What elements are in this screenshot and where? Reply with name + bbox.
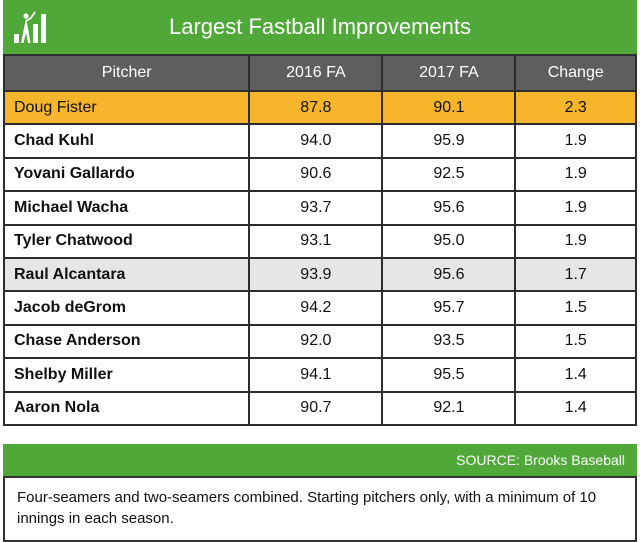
footnote-text: Four-seamers and two-seamers combined. S… bbox=[17, 489, 597, 527]
column-header-pitcher: Pitcher bbox=[2, 54, 251, 92]
header-row: Pitcher 2016 FA 2017 FA Change bbox=[2, 54, 637, 92]
pitcher-cell: Michael Wacha bbox=[2, 190, 251, 226]
fa-2017-cell: 95.7 bbox=[381, 290, 517, 326]
table-row: Chad Kuhl 94.0 95.9 1.9 bbox=[2, 123, 637, 159]
fa-2016-cell: 93.1 bbox=[248, 223, 384, 259]
fa-2017-cell: 95.9 bbox=[381, 123, 517, 159]
table-row: Raul Alcantara 93.9 95.6 1.7 bbox=[2, 256, 637, 293]
table-row: Tyler Chatwood 93.1 95.0 1.9 bbox=[2, 223, 637, 259]
change-cell: 2.3 bbox=[514, 89, 637, 126]
fa-2017-cell: 92.1 bbox=[381, 390, 517, 426]
table-row: Aaron Nola 90.7 92.1 1.4 bbox=[2, 390, 637, 426]
source-bar: SOURCE: Brooks Baseball bbox=[3, 444, 637, 476]
fa-2017-cell: 95.0 bbox=[381, 223, 517, 259]
change-cell: 1.5 bbox=[514, 290, 637, 326]
fa-2016-cell: 92.0 bbox=[248, 323, 384, 360]
fa-2016-cell: 94.1 bbox=[248, 357, 384, 393]
pitcher-cell: Chase Anderson bbox=[2, 323, 251, 360]
change-cell: 1.4 bbox=[514, 390, 637, 426]
column-header-2016-fa: 2016 FA bbox=[248, 54, 384, 92]
change-cell: 1.5 bbox=[514, 323, 637, 360]
table-row: Shelby Miller 94.1 95.5 1.4 bbox=[2, 357, 637, 393]
table-row: Michael Wacha 93.7 95.6 1.9 bbox=[2, 190, 637, 226]
fa-2017-cell: 93.5 bbox=[381, 323, 517, 360]
pitcher-cell: Doug Fister bbox=[2, 89, 251, 126]
table-row: Doug Fister 87.8 90.1 2.3 bbox=[2, 89, 637, 126]
fa-2017-cell: 95.5 bbox=[381, 357, 517, 393]
change-cell: 1.9 bbox=[514, 156, 637, 193]
fa-2017-cell: 95.6 bbox=[381, 190, 517, 226]
pitcher-cell: Chad Kuhl bbox=[2, 123, 251, 159]
fa-2016-cell: 87.8 bbox=[248, 89, 384, 126]
pitcher-cell: Raul Alcantara bbox=[2, 256, 251, 293]
change-cell: 1.9 bbox=[514, 123, 637, 159]
fa-2016-cell: 94.2 bbox=[248, 290, 384, 326]
change-cell: 1.7 bbox=[514, 256, 637, 293]
change-cell: 1.4 bbox=[514, 357, 637, 393]
batter-bar-chart-logo-icon bbox=[14, 11, 46, 43]
change-cell: 1.9 bbox=[514, 190, 637, 226]
fa-2016-cell: 90.7 bbox=[248, 390, 384, 426]
fa-2016-cell: 90.6 bbox=[248, 156, 384, 193]
fa-2016-cell: 93.7 bbox=[248, 190, 384, 226]
table-row: Chase Anderson 92.0 93.5 1.5 bbox=[2, 323, 637, 360]
pitcher-cell: Jacob deGrom bbox=[2, 290, 251, 326]
fa-2017-cell: 90.1 bbox=[381, 89, 517, 126]
table-row: Yovani Gallardo 90.6 92.5 1.9 bbox=[2, 156, 637, 193]
table-row: Jacob deGrom 94.2 95.7 1.5 bbox=[2, 290, 637, 326]
column-header-2017-fa: 2017 FA bbox=[381, 54, 517, 92]
column-header-change: Change bbox=[514, 54, 637, 92]
fastball-table: Pitcher 2016 FA 2017 FA Change Doug Fist… bbox=[2, 54, 637, 426]
fa-2017-cell: 92.5 bbox=[381, 156, 517, 193]
page-title: Largest Fastball Improvements bbox=[168, 14, 472, 39]
change-cell: 1.9 bbox=[514, 223, 637, 259]
pitcher-cell: Yovani Gallardo bbox=[2, 156, 251, 193]
pitcher-cell: Tyler Chatwood bbox=[2, 223, 251, 259]
fa-2017-cell: 95.6 bbox=[381, 256, 517, 293]
footnote-box: Four-seamers and two-seamers combined. S… bbox=[3, 476, 637, 542]
pitcher-cell: Shelby Miller bbox=[2, 357, 251, 393]
fa-2016-cell: 94.0 bbox=[248, 123, 384, 159]
title-bar: Largest Fastball Improvements bbox=[3, 0, 637, 54]
pitcher-cell: Aaron Nola bbox=[2, 390, 251, 426]
source-credit: SOURCE: Brooks Baseball bbox=[456, 452, 625, 468]
fa-2016-cell: 93.9 bbox=[248, 256, 384, 293]
